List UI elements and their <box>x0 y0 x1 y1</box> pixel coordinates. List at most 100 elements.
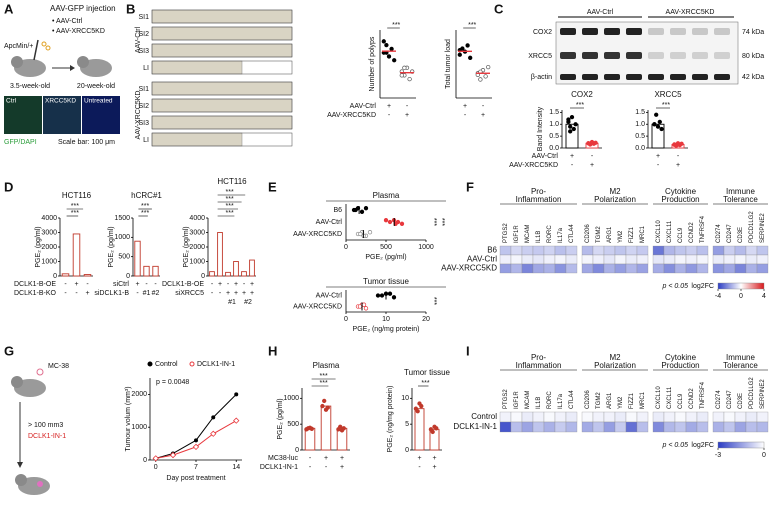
y-axis-label: PGE₂ (ng/mg protein) <box>387 386 394 453</box>
heatmap-cell <box>723 411 736 423</box>
band-label: COX2 <box>533 29 552 36</box>
heatmap-cell <box>663 421 676 433</box>
y-tick-label: 1000 <box>131 424 147 431</box>
condition-mark: - <box>64 281 67 288</box>
gene-label: TGM2 <box>596 226 602 243</box>
data-point <box>325 405 330 410</box>
gene-label: IL17a <box>558 393 564 409</box>
panel-label: E <box>268 179 277 194</box>
data-point <box>383 218 389 223</box>
row-label: B6 <box>487 246 497 255</box>
heatmap-cell <box>723 254 736 265</box>
category-label: AAV-Ctrl <box>316 219 343 226</box>
gene-label: SERPINE2 <box>760 213 766 243</box>
heatmap-cell <box>712 263 725 274</box>
heatmap-cell <box>625 254 638 265</box>
data-point <box>379 293 385 298</box>
y-axis-label: PGE₂ (pg/ml) <box>35 226 42 267</box>
blot-band <box>692 52 708 59</box>
heatmap-cell <box>652 263 665 274</box>
data-point <box>568 124 573 129</box>
gene-label: CXCL11 <box>667 220 673 243</box>
heatmap-cell <box>554 411 567 423</box>
condition-mark: + <box>85 290 89 297</box>
image-label: Ctrl <box>6 98 17 105</box>
blot-band <box>582 52 598 59</box>
blot-band <box>670 52 686 59</box>
heatmap-cell <box>543 245 556 256</box>
syringe <box>33 39 39 61</box>
bar <box>217 232 223 277</box>
segment-label: SI2 <box>138 103 149 110</box>
heatmap-cell <box>663 411 676 423</box>
data-point <box>419 403 424 409</box>
heatmap-cell <box>674 421 687 433</box>
condition-label: DCLK1-B-KO <box>14 290 57 297</box>
gene-label: MRC1 <box>640 225 646 243</box>
gene-label: PTGS2 <box>503 223 509 243</box>
y-tick-label: 0 <box>405 447 409 454</box>
bar <box>565 123 579 149</box>
significance: *** <box>421 380 429 387</box>
blot-band <box>560 28 576 35</box>
y-tick-label: 500 <box>287 421 299 428</box>
heatmap-cell <box>581 254 594 265</box>
condition-label: siDCLK1-B <box>94 290 129 297</box>
bar <box>152 265 159 277</box>
panel-label: D <box>4 179 13 194</box>
heatmap-cell <box>510 245 523 256</box>
gene-label: RORC <box>547 225 553 243</box>
chart-title: Tumor tissue <box>404 368 450 377</box>
bar <box>249 259 255 277</box>
heatmap-cell <box>712 254 725 265</box>
condition-label: DCLK1-B-OE <box>14 281 56 288</box>
significance: *** <box>430 297 437 305</box>
data-point <box>353 207 358 213</box>
group-heading: Polarization <box>594 361 636 370</box>
heatmap-cell <box>652 254 665 265</box>
injection-title: AAV-GFP injection <box>50 4 116 13</box>
x-tick-label: 0 <box>344 316 348 323</box>
image-label: Untreated <box>84 98 113 105</box>
y-tick-label: 0.0 <box>635 145 645 152</box>
blot-band <box>714 28 730 35</box>
data-point <box>381 39 386 44</box>
threshold: > 100 mm3 <box>28 422 63 429</box>
segment-label: SI3 <box>138 120 149 127</box>
category-label: AAV-Ctrl <box>316 292 343 299</box>
group-label: AAV-XRCC5KD <box>666 9 715 16</box>
heatmap-cell <box>592 411 605 423</box>
heatmap-cell <box>625 411 638 423</box>
significance: *** <box>226 189 234 196</box>
heatmap-cell <box>745 245 758 256</box>
condition-mark: - <box>227 281 230 288</box>
static-layer: A B C D E F G H I AAV-GFP injection • AA… <box>4 1 764 495</box>
age: 20-week-old <box>77 83 115 90</box>
segment-label: SI3 <box>138 48 149 55</box>
heatmap-cell <box>499 245 512 256</box>
condition-mark: + <box>432 455 436 462</box>
heatmap-cell <box>554 421 567 433</box>
legend-label: Control <box>155 361 178 368</box>
heatmap-cell <box>685 421 698 433</box>
significance: *** <box>71 203 79 210</box>
data-point <box>659 126 664 132</box>
gene-label: IL17a <box>558 227 564 243</box>
heatmap-cell <box>674 263 687 274</box>
condition-label: AAV-XRCC5KD <box>509 162 558 169</box>
heatmap-cell <box>756 245 769 256</box>
group-heading: M2 <box>609 353 621 362</box>
data-point <box>387 291 393 296</box>
heatmap-cell <box>696 411 709 423</box>
condition-mark: - <box>325 464 328 471</box>
gene-label: YM2 <box>618 230 624 243</box>
data-point <box>468 55 473 60</box>
significance: *** <box>392 22 400 29</box>
condition-mark: + <box>234 281 238 288</box>
blot-band <box>692 74 708 80</box>
y-tick-label: 0.5 <box>549 133 559 140</box>
significance-note: p < 0.05 <box>662 442 689 449</box>
heatmap-cell <box>636 254 649 265</box>
heatmap-cell <box>625 421 638 433</box>
heatmap-cell <box>499 411 512 423</box>
